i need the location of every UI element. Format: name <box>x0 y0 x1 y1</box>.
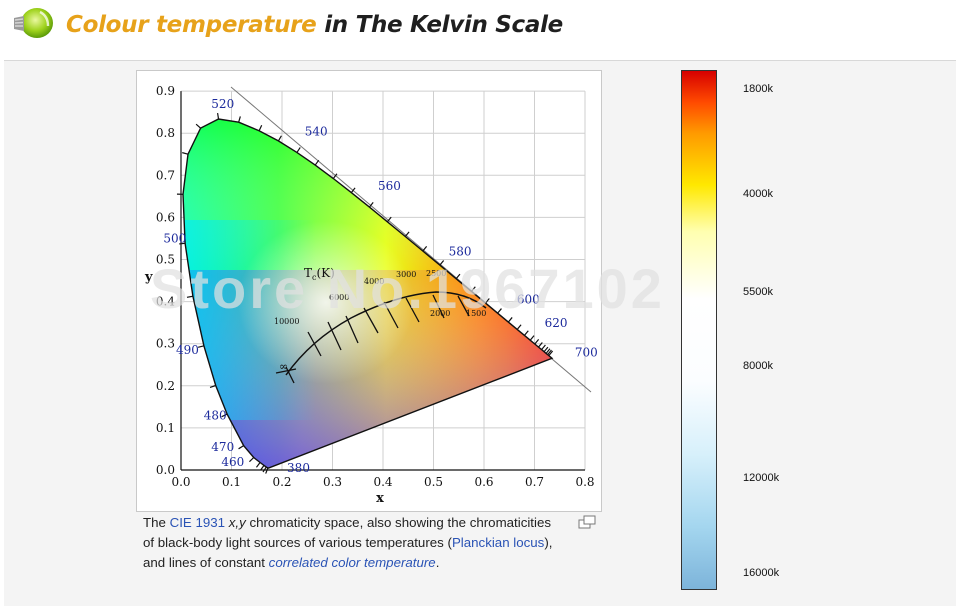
kelvin-label: 12000k <box>743 472 780 484</box>
temperature-label: 1500 <box>466 309 486 318</box>
y-tick-label: 0.4 <box>156 295 175 309</box>
planckian-locus <box>285 291 487 376</box>
x-tick-label: 0.2 <box>272 475 291 489</box>
page-title: Colour temperature in The Kelvin Scale <box>66 12 563 38</box>
temperature-label: 4000 <box>364 277 384 286</box>
wavelength-label: 560 <box>378 179 401 193</box>
enlarge-icon[interactable] <box>578 515 596 529</box>
wavelength-label: 470 <box>211 440 234 454</box>
y-tick-label: 0.8 <box>156 126 175 140</box>
x-axis-label: x <box>376 491 384 506</box>
x-tick-label: 0.1 <box>222 475 241 489</box>
y-tick-label: 0.5 <box>156 253 175 267</box>
y-tick-label: 0.6 <box>156 210 175 224</box>
svg-text:Tc(K): Tc(K) <box>304 266 335 282</box>
temperature-label: 10000 <box>274 317 299 326</box>
x-tick-label: 0.8 <box>575 475 594 489</box>
correlated-color-temperature-link[interactable]: correlated color temperature <box>268 555 436 570</box>
temperature-label: 6000 <box>329 293 349 302</box>
kelvin-label: 16000k <box>743 567 780 579</box>
y-tick-label: 0.1 <box>156 421 175 435</box>
wavelength-label: 500 <box>163 232 186 246</box>
y-axis-label: y <box>144 270 153 285</box>
wavelength-label: 480 <box>204 408 227 422</box>
wavelength-label: 380 <box>287 461 310 475</box>
temperature-label: 2000 <box>430 309 450 318</box>
wavelength-label: 520 <box>211 97 234 111</box>
x-tick-label: 0.3 <box>323 475 342 489</box>
title-accent: Colour temperature <box>66 12 317 38</box>
wavelength-label: 580 <box>449 244 472 258</box>
wavelength-label: 540 <box>305 124 328 138</box>
cie-chromaticity-diagram: 0.0 0.1 0.2 0.3 0.4 0.5 0.6 0.7 0.8 0.0 0.1 0.2 0.3… <box>144 84 598 506</box>
kelvin-label: 1800k <box>743 83 773 95</box>
temperature-label: 2500 <box>426 269 446 278</box>
header: Colour temperature in The Kelvin Scale <box>0 0 960 56</box>
kelvin-color-scale-bar <box>681 70 717 590</box>
cie-1931-link[interactable]: CIE 1931 <box>169 515 226 530</box>
temperature-labels: 10000 6000 4000 3000 2500 2000 1500 ∞ <box>274 269 486 373</box>
figure-caption: The CIE 1931 x,y chromaticity space, als… <box>143 515 553 570</box>
wavelength-label: 700 <box>575 345 598 359</box>
kelvin-label: 4000k <box>743 188 773 200</box>
x-tick-label: 0.0 <box>171 475 190 489</box>
kelvin-label: 5500k <box>743 286 773 298</box>
wavelength-label: 490 <box>176 343 199 357</box>
y-tick-label: 0.2 <box>156 379 175 393</box>
kelvin-label: 8000k <box>743 360 773 372</box>
wavelength-label: 600 <box>517 293 540 307</box>
y-axis-ticks: 0.0 0.1 0.2 0.3 0.4 0.5 0.6 0.7 0.8 0.9 <box>156 84 175 477</box>
temperature-label: ∞ <box>279 360 288 373</box>
x-tick-label: 0.6 <box>474 475 493 489</box>
wavelength-ticks <box>176 112 554 474</box>
y-tick-label: 0.3 <box>156 337 175 351</box>
isotherm-lines <box>275 294 470 384</box>
x-tick-label: 0.4 <box>373 475 392 489</box>
gamut-fill <box>183 119 552 468</box>
y-tick-label: 0.7 <box>156 168 175 182</box>
y-tick-label: 0.0 <box>156 463 175 477</box>
temperature-label: 3000 <box>396 270 416 279</box>
x-tick-label: 0.7 <box>525 475 544 489</box>
wavelength-label: 460 <box>221 455 244 469</box>
x-tick-label: 0.5 <box>424 475 443 489</box>
x-axis-ticks: 0.0 0.1 0.2 0.3 0.4 0.5 0.6 0.7 0.8 <box>171 475 594 489</box>
title-rest: in The Kelvin Scale <box>324 12 563 38</box>
wavelength-label: 620 <box>545 316 568 330</box>
planckian-locus-link[interactable]: Planckian locus <box>451 535 545 550</box>
y-tick-label: 0.9 <box>156 84 175 98</box>
bulb-logo-icon <box>14 8 53 38</box>
locus-title: Tc(K) <box>304 266 335 282</box>
